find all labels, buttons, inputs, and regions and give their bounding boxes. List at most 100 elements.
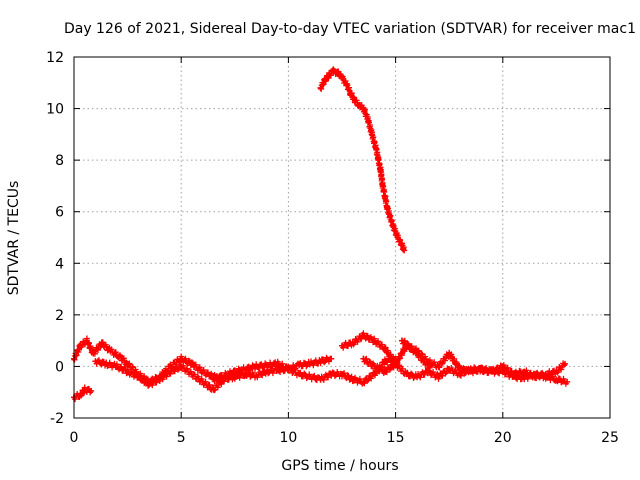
data-point: [403, 371, 410, 378]
data-series: [71, 66, 571, 403]
data-point: [561, 360, 568, 367]
data-point: [113, 363, 120, 370]
data-point: [296, 362, 303, 369]
data-point: [414, 373, 421, 380]
data-point: [360, 355, 367, 362]
data-point: [375, 157, 382, 164]
data-point: [420, 358, 427, 365]
data-point: [253, 372, 260, 379]
data-point: [390, 224, 397, 231]
data-point: [360, 105, 367, 112]
data-point: [306, 360, 313, 367]
data-point: [364, 115, 371, 122]
series-high-arc-satellite: [317, 66, 408, 254]
data-point: [90, 350, 97, 357]
data-point: [296, 371, 303, 378]
data-point: [339, 342, 345, 349]
data-point: [124, 360, 131, 367]
data-point: [124, 368, 131, 375]
data-point: [392, 360, 399, 367]
data-point: [553, 376, 560, 383]
x-tick-label: 0: [70, 430, 79, 446]
data-point: [343, 81, 350, 88]
axes: 0 5 10 15 20 25 -2 0 2 4 6 8 10 12: [46, 50, 619, 446]
data-point: [81, 386, 88, 393]
data-point: [274, 360, 281, 367]
data-point: [77, 342, 84, 349]
series-arc-G: [399, 337, 433, 371]
data-point: [178, 355, 185, 362]
data-point: [326, 72, 333, 79]
data-point: [542, 373, 549, 380]
data-point: [334, 69, 341, 76]
data-point: [377, 167, 384, 174]
data-point: [399, 242, 406, 249]
x-tick-label: 20: [494, 430, 512, 446]
data-point: [339, 74, 345, 81]
data-point: [371, 363, 378, 370]
data-point: [386, 211, 393, 218]
data-point: [399, 337, 406, 344]
data-point: [435, 373, 442, 380]
data-point: [351, 97, 358, 104]
y-tick-label: 10: [46, 102, 64, 118]
data-point: [317, 84, 324, 91]
data-point: [317, 376, 324, 383]
data-point: [360, 378, 367, 385]
data-point: [103, 360, 110, 367]
data-point: [328, 371, 335, 378]
chart-title: Day 126 of 2021, Sidereal Day-to-day VTE…: [64, 21, 636, 37]
data-point: [456, 371, 463, 378]
y-axis-label: SDTVAR / TECUs: [6, 181, 22, 296]
y-tick-label: -2: [50, 411, 64, 427]
data-point: [553, 368, 560, 375]
data-point: [381, 358, 388, 365]
data-point: [446, 350, 453, 357]
data-point: [401, 247, 408, 254]
data-point: [369, 131, 376, 138]
data-point: [199, 368, 206, 375]
data-point: [531, 371, 538, 378]
data-point: [510, 373, 517, 380]
data-point: [317, 358, 324, 365]
x-tick-label: 25: [601, 430, 619, 446]
data-point: [253, 363, 260, 370]
plot-frame: [73, 56, 611, 419]
y-tick-label: 8: [55, 153, 64, 169]
data-point: [394, 234, 401, 241]
data-point: [116, 353, 123, 360]
data-point: [107, 347, 114, 354]
data-point: [98, 340, 105, 347]
data-point: [146, 381, 153, 388]
data-point: [489, 368, 496, 375]
data-point: [405, 342, 412, 349]
data-point: [156, 376, 163, 383]
data-point: [521, 375, 528, 382]
data-point: [274, 367, 281, 374]
data-point: [478, 367, 485, 374]
data-point: [328, 355, 335, 362]
y-tick-label: 0: [55, 359, 64, 375]
series-arc-F: [360, 355, 571, 387]
data-point: [371, 371, 378, 378]
x-tick-label: 5: [177, 430, 186, 446]
data-point: [426, 363, 433, 370]
data-point: [339, 371, 345, 378]
data-point: [210, 376, 217, 383]
data-point: [414, 350, 421, 357]
data-point: [381, 193, 388, 200]
data-point: [467, 366, 474, 373]
data-point: [521, 368, 528, 375]
data-point: [435, 363, 442, 370]
y-tick-label: 6: [55, 205, 64, 221]
data-point: [424, 368, 431, 375]
data-point: [349, 376, 356, 383]
data-point: [564, 378, 571, 385]
data-point: [379, 182, 386, 189]
data-point: [135, 373, 142, 380]
data-point: [381, 345, 388, 352]
data-point: [210, 386, 217, 393]
series-arc-D: [210, 354, 399, 387]
data-point: [167, 368, 174, 375]
